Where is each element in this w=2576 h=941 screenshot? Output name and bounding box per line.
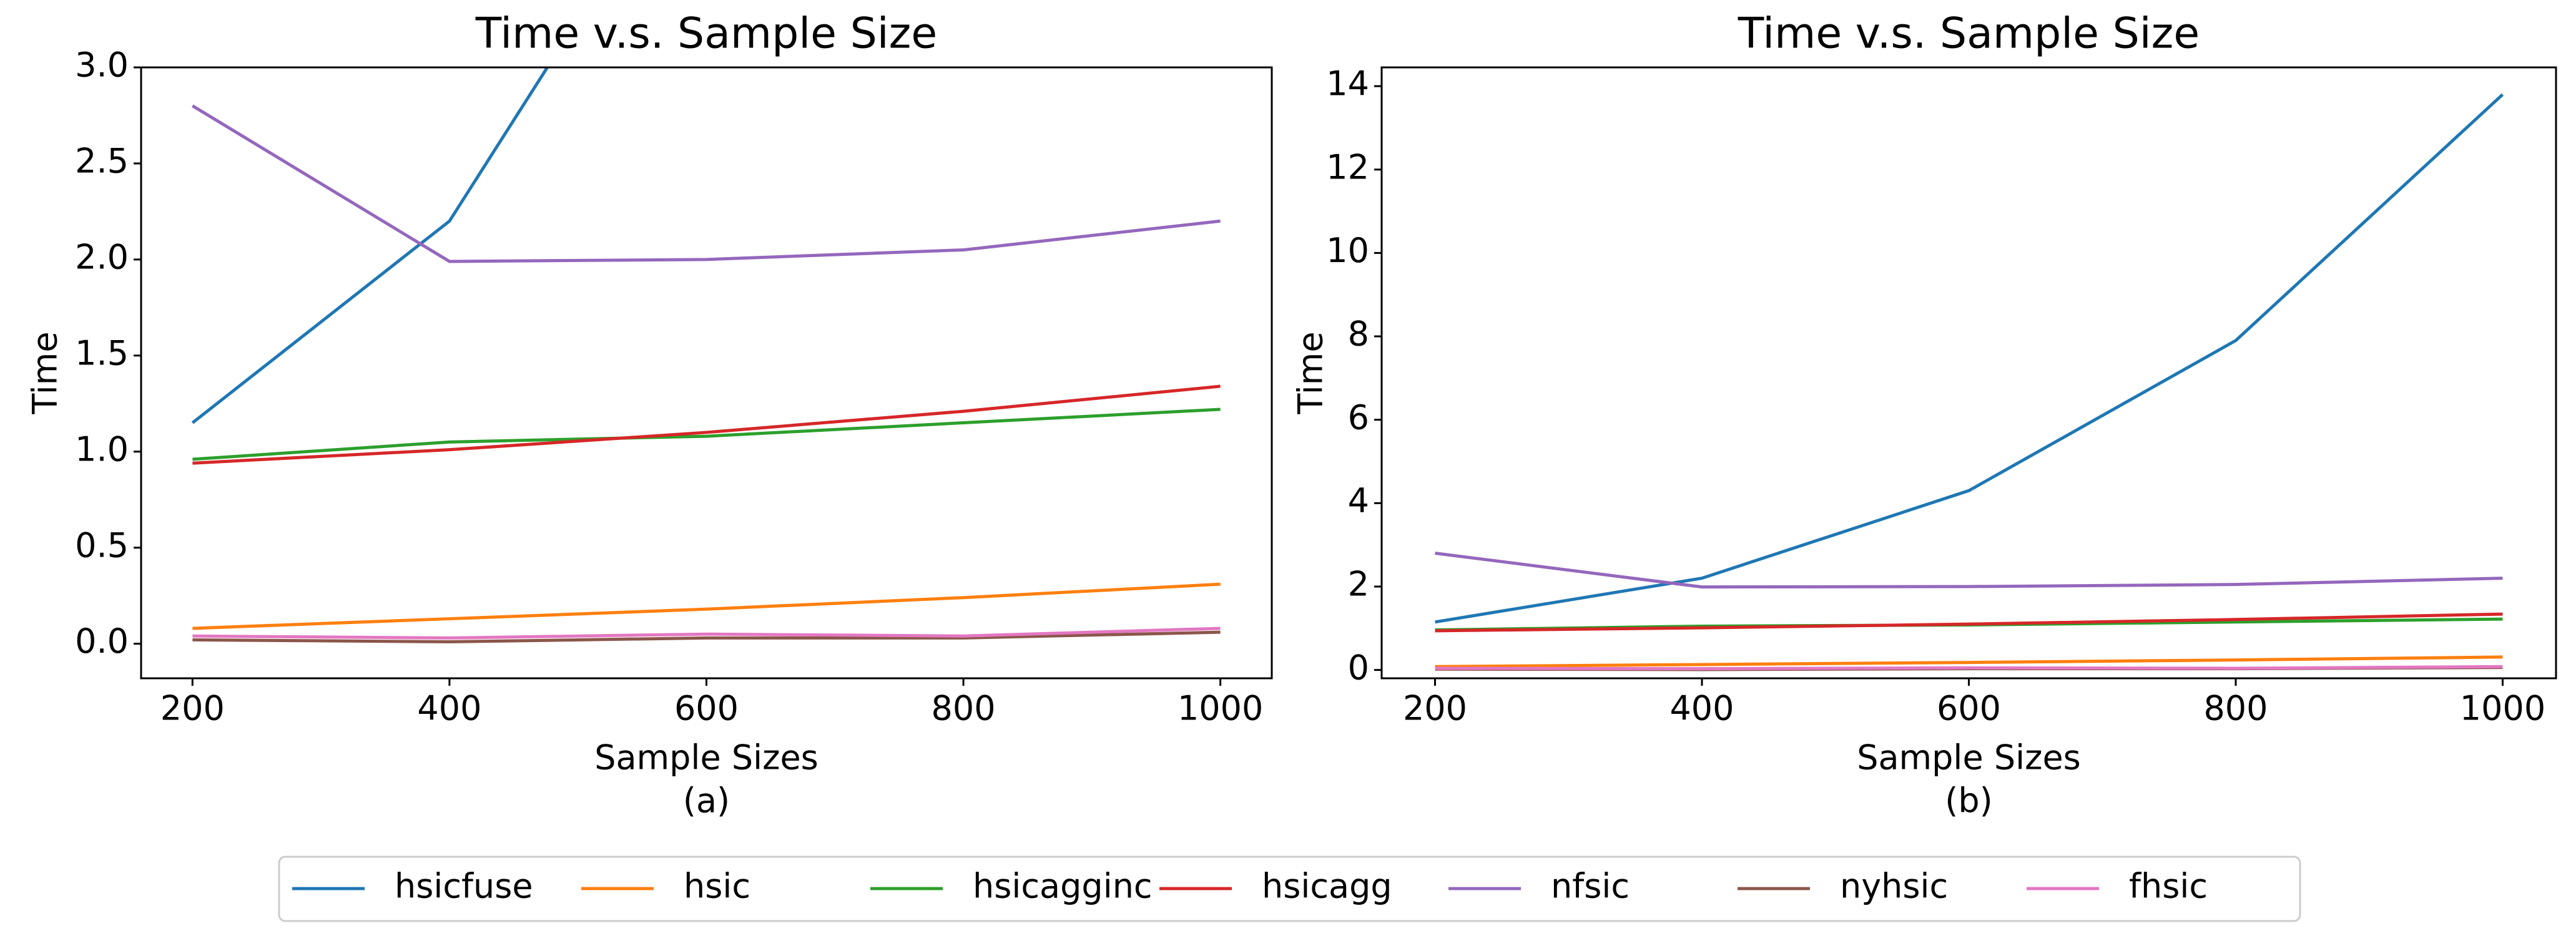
x-tick-label: 1000 — [2460, 689, 2545, 728]
series-line — [192, 384, 1221, 465]
legend-box — [278, 856, 2301, 922]
series-line — [192, 104, 1221, 263]
plot-area — [191, 67, 1221, 644]
x-tick-label: 1000 — [1177, 689, 1263, 728]
caption: (a) — [683, 781, 730, 821]
x-tick-label: 800 — [932, 689, 996, 728]
y-axis-label: Time — [1291, 331, 1330, 414]
plot-area — [1435, 93, 2504, 671]
series-line — [1435, 93, 2504, 624]
series-line — [192, 582, 1221, 630]
x-tick-label: 200 — [1403, 689, 1467, 728]
x-tick-label: 400 — [417, 689, 481, 728]
x-axis-label: Sample Sizes — [594, 738, 819, 778]
y-tick-label: 2 — [1348, 565, 1369, 604]
y-tick-label: 8 — [1348, 314, 1369, 354]
x-tick-label: 400 — [1669, 689, 1734, 728]
y-tick-label: 1.0 — [75, 429, 129, 469]
x-tick-label: 800 — [2203, 689, 2268, 728]
y-tick-label: 0.5 — [75, 525, 129, 565]
legend-label: hsic — [684, 867, 750, 906]
x-axis-label: Sample Sizes — [1857, 738, 2081, 778]
y-tick-label: 10 — [1326, 231, 1369, 270]
chart-title: Time v.s. Sample Size — [475, 9, 937, 59]
legend-label: hsicfuse — [395, 867, 533, 906]
y-tick-label: 0 — [1348, 648, 1369, 687]
series-line — [1435, 655, 2503, 668]
y-tick-label: 14 — [1326, 64, 1369, 104]
y-tick-label: 4 — [1348, 481, 1369, 520]
axes-frame — [1380, 66, 2557, 680]
legend-label: hsicagginc — [973, 867, 1153, 906]
series-line — [192, 627, 1221, 640]
legend-label: nyhsic — [1840, 867, 1948, 906]
chart-title: Time v.s. Sample Size — [1738, 9, 2200, 59]
y-tick-label: 0.0 — [75, 622, 129, 661]
y-tick-label: 6 — [1348, 397, 1369, 437]
series-line — [191, 67, 549, 424]
y-tick-label: 2.5 — [75, 142, 129, 181]
x-tick-label: 600 — [1937, 689, 2001, 728]
y-tick-label: 12 — [1326, 147, 1369, 187]
y-tick-label: 1.5 — [75, 333, 129, 373]
legend-label: nfsic — [1551, 867, 1630, 906]
y-axis-label: Time — [26, 331, 65, 414]
series-line — [1435, 665, 2503, 671]
series-line — [192, 407, 1221, 461]
x-tick-label: 600 — [674, 689, 739, 728]
legend-label: fhsic — [2129, 867, 2208, 906]
caption: (b) — [1945, 781, 1992, 821]
y-tick-label: 2.0 — [75, 238, 129, 277]
series-line — [192, 630, 1221, 644]
series-line — [1435, 552, 2503, 589]
y-tick-label: 3.0 — [75, 46, 129, 85]
x-tick-label: 200 — [160, 689, 225, 728]
legend-label: hsicagg — [1262, 867, 1392, 906]
axes-frame — [140, 66, 1273, 680]
series-line — [1435, 612, 2503, 633]
